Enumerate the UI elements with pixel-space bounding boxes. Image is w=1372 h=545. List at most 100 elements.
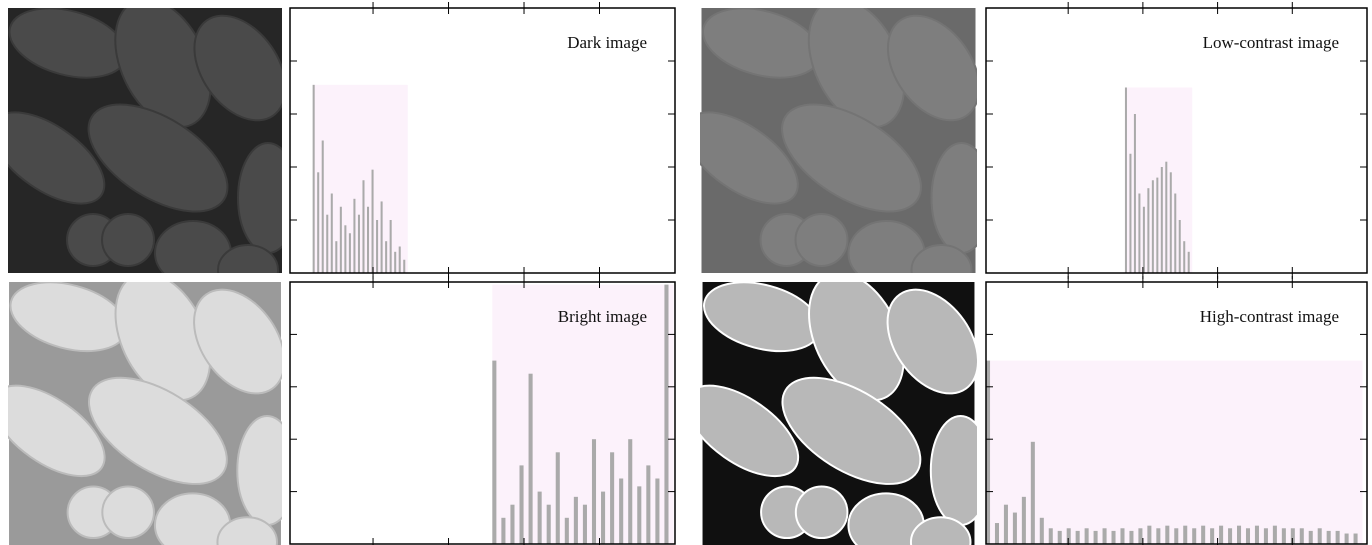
bar xyxy=(321,140,324,273)
bar xyxy=(312,84,315,273)
bar xyxy=(1344,533,1349,544)
bar xyxy=(591,439,597,544)
bar xyxy=(1084,528,1089,544)
bar xyxy=(371,169,374,273)
range-shade xyxy=(986,360,1363,544)
bar xyxy=(394,251,397,273)
bar xyxy=(637,486,642,544)
chart-title: High-contrast image xyxy=(1200,307,1339,326)
bar xyxy=(330,193,333,273)
bar xyxy=(1048,528,1053,544)
bar xyxy=(1066,528,1071,544)
bar xyxy=(1129,530,1134,544)
bar xyxy=(1254,525,1259,544)
bar xyxy=(986,360,991,544)
bar xyxy=(1021,496,1026,544)
bar xyxy=(582,504,587,544)
bar xyxy=(353,198,356,273)
plot-frame xyxy=(289,7,676,274)
bar xyxy=(1102,528,1107,544)
bar xyxy=(1237,525,1242,544)
bar xyxy=(344,225,347,273)
plot-frame xyxy=(985,7,1368,274)
bar xyxy=(367,206,370,273)
bar xyxy=(1317,528,1322,544)
bar xyxy=(389,220,392,273)
bar xyxy=(1201,525,1206,544)
bar xyxy=(1228,528,1233,544)
bar xyxy=(385,241,388,273)
bar xyxy=(1147,525,1152,544)
bar xyxy=(1138,193,1141,273)
bar xyxy=(1353,533,1358,544)
bar xyxy=(1111,530,1116,544)
bar xyxy=(1219,525,1224,544)
bar xyxy=(1169,172,1172,273)
bar xyxy=(1178,220,1181,273)
bar xyxy=(564,517,569,544)
bar xyxy=(1093,530,1098,544)
bar xyxy=(1003,504,1008,544)
bar xyxy=(546,504,551,544)
bar xyxy=(335,241,338,273)
bar xyxy=(1272,525,1277,544)
plot-frame xyxy=(289,281,676,545)
bar xyxy=(1183,525,1188,544)
bar xyxy=(664,284,669,544)
bar xyxy=(1245,528,1251,544)
bar xyxy=(1133,114,1136,273)
bar xyxy=(1151,180,1154,273)
bar xyxy=(519,465,524,544)
bar xyxy=(1039,517,1044,544)
bar xyxy=(339,206,342,273)
bar xyxy=(362,180,365,273)
bar xyxy=(1192,528,1197,544)
bar xyxy=(510,504,515,544)
bar xyxy=(1290,528,1295,544)
bright-photo xyxy=(8,282,282,545)
bar xyxy=(1183,241,1186,273)
range-shade xyxy=(312,84,408,273)
chart-title: Bright image xyxy=(558,307,647,326)
bar xyxy=(1156,528,1161,544)
bar xyxy=(492,360,497,544)
bar xyxy=(357,214,360,273)
bar xyxy=(1263,528,1268,544)
bar xyxy=(380,201,383,273)
bar xyxy=(1308,530,1313,544)
dark-photo xyxy=(8,8,282,273)
chart-title: Dark image xyxy=(567,33,647,52)
bar xyxy=(1165,161,1168,273)
bar xyxy=(317,172,320,273)
bar xyxy=(655,478,660,544)
bar xyxy=(1299,528,1304,544)
bar xyxy=(573,496,578,544)
low-contrast-photo xyxy=(700,8,977,273)
chart-title: Low-contrast image xyxy=(1203,33,1339,52)
bar xyxy=(1156,177,1159,273)
bar xyxy=(555,452,560,544)
bar xyxy=(1012,512,1017,544)
bar xyxy=(994,523,999,544)
bar xyxy=(398,246,401,273)
bar xyxy=(1174,193,1177,273)
bar xyxy=(1138,528,1143,544)
bar xyxy=(1030,441,1035,544)
bar xyxy=(1147,188,1150,273)
bar xyxy=(1165,525,1170,544)
bar xyxy=(1120,528,1125,544)
bar xyxy=(1187,251,1190,273)
bar xyxy=(376,220,379,273)
bar xyxy=(1281,528,1286,544)
bar xyxy=(1075,530,1080,544)
bar xyxy=(1057,530,1062,544)
range-shade xyxy=(1124,87,1193,273)
bar xyxy=(628,439,633,544)
bar xyxy=(501,517,506,544)
bar xyxy=(326,214,329,273)
high-contrast-photo xyxy=(700,282,977,545)
bar xyxy=(1129,153,1132,273)
bar xyxy=(348,233,351,273)
bar xyxy=(1174,528,1179,544)
